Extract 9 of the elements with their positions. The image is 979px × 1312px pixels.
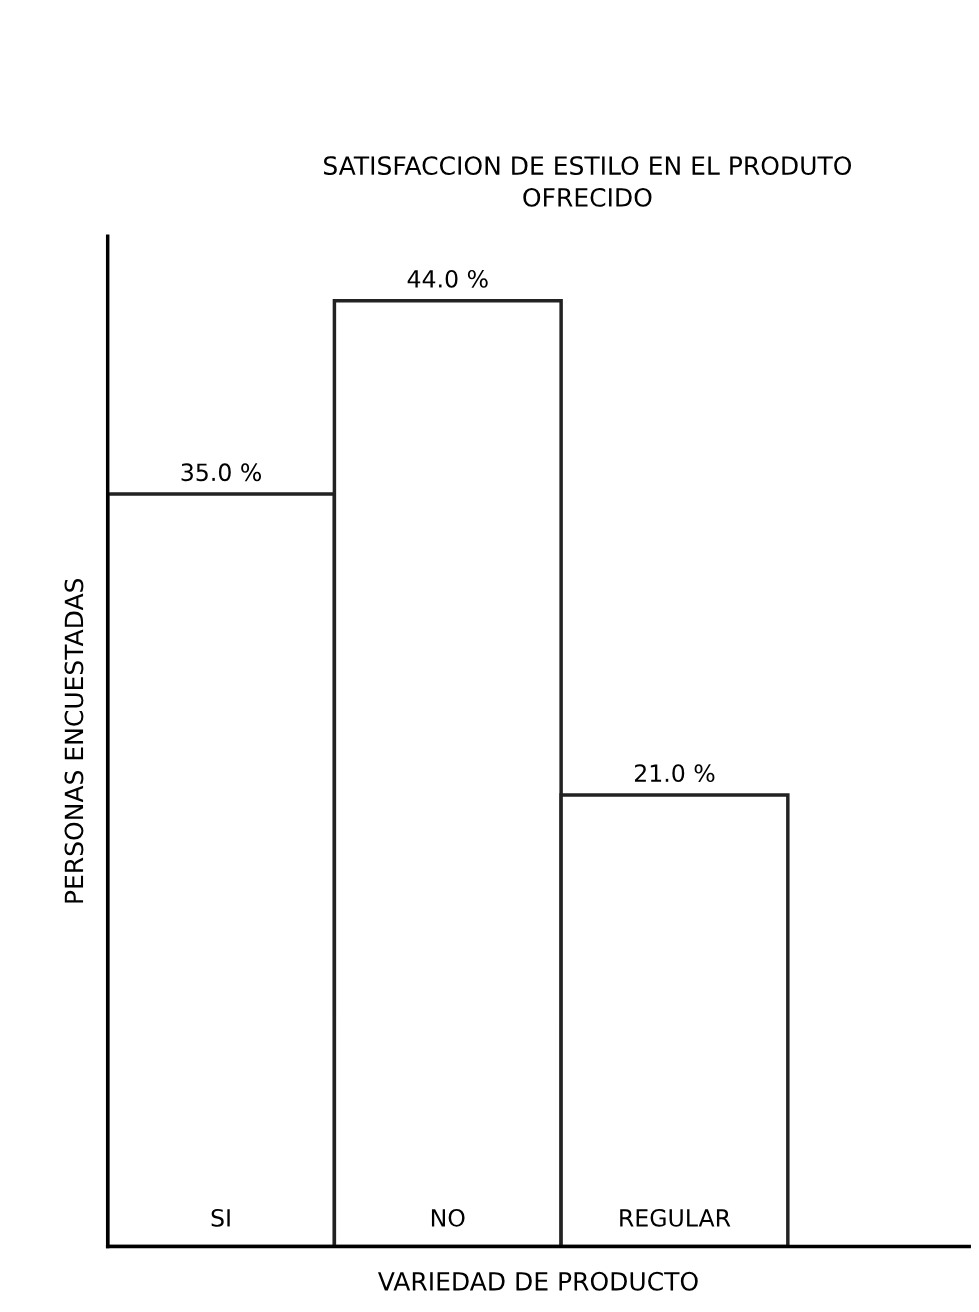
data-label: 35.0 % xyxy=(181,463,261,482)
x-tick-label: REGULAR xyxy=(620,1208,731,1227)
chart-title: SATISFACCION DE ESTILO EN EL PRODUTO OFRECIDO xyxy=(324,156,852,207)
x-tick-label: SI xyxy=(211,1208,230,1227)
x-axis-title: VARIEDAD DE PRODUCTO xyxy=(377,1271,698,1291)
data-label: 21.0 % xyxy=(634,764,715,783)
x-tick-label: NO xyxy=(431,1208,465,1227)
y-axis-title: PERSONAS ENCUESTADAS xyxy=(64,578,84,903)
data-label: 44.0 % xyxy=(407,269,488,288)
